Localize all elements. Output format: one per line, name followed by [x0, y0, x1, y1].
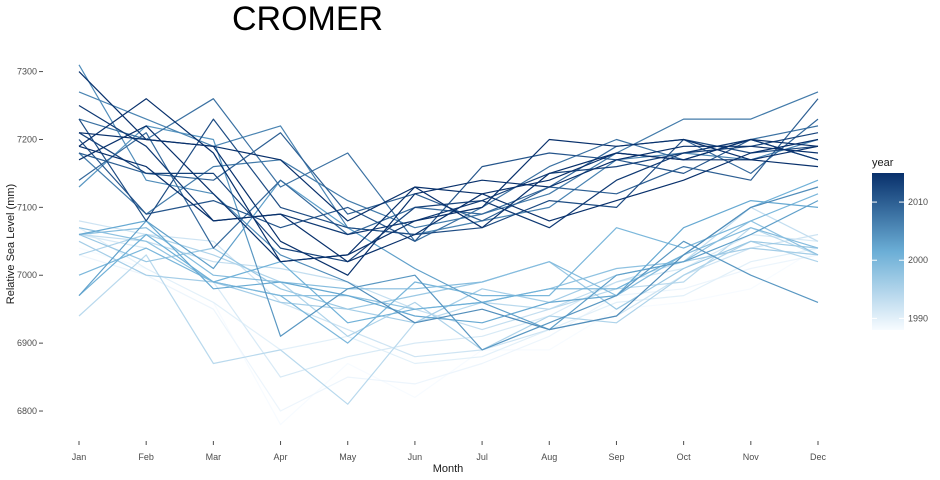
- series-line-2012: [78, 118, 819, 236]
- series-line-1995: [78, 233, 819, 351]
- chart-title: CROMER: [232, 0, 383, 38]
- x-tick-label: Aug: [541, 452, 557, 462]
- series-line-2013: [78, 132, 819, 263]
- legend-tick-label: 1990: [908, 313, 928, 323]
- y-axis-title: Relative Sea Level (mm): [5, 184, 17, 304]
- series-line-2006: [78, 91, 819, 236]
- x-tick-label: Jan: [72, 452, 87, 462]
- x-tick-label: Oct: [677, 452, 692, 462]
- legend-colorbar: [872, 173, 904, 330]
- x-tick-label: Jun: [408, 452, 423, 462]
- x-tick-label: Mar: [206, 452, 222, 462]
- series-line-2017: [78, 125, 819, 263]
- y-tick-label: 7200: [17, 134, 37, 144]
- y-tick-label: 7000: [17, 270, 37, 280]
- x-tick-label: Feb: [138, 452, 154, 462]
- legend-tick-label: 2010: [908, 197, 928, 207]
- y-tick-label: 7100: [17, 202, 37, 212]
- series-line-2002: [78, 200, 819, 324]
- x-tick-label: May: [339, 452, 357, 462]
- series-line-2003: [78, 179, 819, 331]
- x-tick-label: Jul: [476, 452, 488, 462]
- y-axis: 6800 6900 7000 7100 7200 7300: [17, 67, 43, 416]
- x-axis: Jan Feb Mar Apr May Jun Jul Aug Sep Oct Nov Dec: [72, 441, 827, 462]
- series-line-1989: [78, 254, 819, 412]
- y-tick-label: 6800: [17, 406, 37, 416]
- series-line-2018: [78, 138, 819, 263]
- series-line-2016: [78, 98, 819, 263]
- legend: year 1990 2000 2010: [872, 157, 928, 330]
- series-line-2000: [78, 193, 819, 344]
- legend-ticks: 1990 2000 2010: [872, 197, 928, 323]
- series-lines: [78, 64, 819, 426]
- series-line-1990: [78, 227, 819, 365]
- series-line-2014: [78, 104, 819, 236]
- x-tick-label: Dec: [810, 452, 827, 462]
- series-line-2019: [78, 132, 819, 229]
- series-line-1992: [78, 220, 819, 358]
- series-line-1988: [78, 247, 819, 426]
- legend-tick-label: 2000: [908, 255, 928, 265]
- series-line-2007: [78, 91, 819, 229]
- x-tick-label: Nov: [743, 452, 760, 462]
- x-tick-label: Sep: [608, 452, 624, 462]
- series-line-2005: [78, 64, 819, 331]
- x-axis-title: Month: [433, 463, 464, 475]
- y-tick-label: 7300: [17, 67, 37, 77]
- series-line-1993: [78, 206, 819, 331]
- x-tick-label: Apr: [274, 452, 288, 462]
- legend-title: year: [872, 157, 894, 169]
- y-tick-label: 6900: [17, 338, 37, 348]
